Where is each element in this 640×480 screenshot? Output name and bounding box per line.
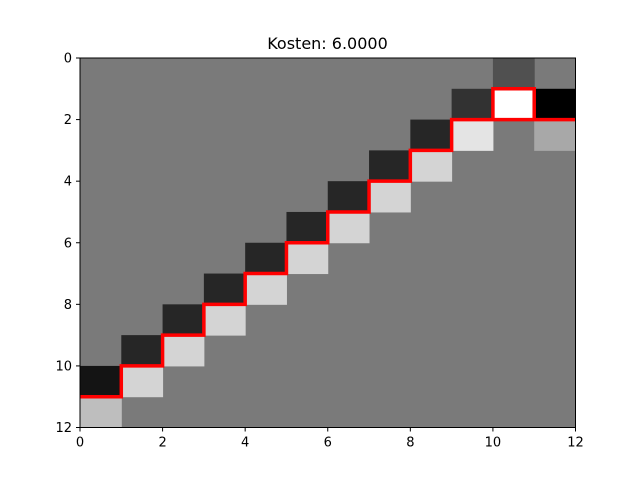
y-tick-label: 12: [55, 421, 72, 436]
heatmap-cell: [451, 119, 494, 151]
heatmap-cell: [121, 335, 164, 367]
heatmap-cell: [245, 242, 287, 275]
x-tick-label: 2: [158, 436, 166, 451]
path-line: [80, 87, 576, 399]
heatmap-cell: [162, 335, 205, 367]
heatmap-cell: [203, 304, 246, 336]
y-tick-label: 8: [64, 298, 72, 313]
heatmap-cell: [162, 304, 205, 336]
y-tick-label: 6: [64, 236, 72, 251]
heatmap-cell: [369, 150, 411, 182]
heatmap-cell: [121, 365, 164, 398]
heatmap-cell: [492, 58, 535, 90]
heatmap-cell: [492, 88, 535, 121]
heatmap-cell: [80, 365, 122, 398]
heatmap-cell: [327, 211, 370, 244]
x-tick-label: 4: [241, 436, 249, 451]
heatmap-cell: [245, 273, 287, 305]
chart-title: Kosten: 6.0000: [267, 34, 388, 53]
x-tick-label: 6: [324, 436, 332, 451]
heatmap-cell: [80, 396, 122, 428]
y-tick-label: 0: [64, 52, 72, 67]
heatmap-cell: [451, 88, 494, 121]
heatmap-cell: [327, 181, 370, 213]
y-tick-label: 2: [64, 113, 72, 128]
heatmap-cell: [534, 119, 576, 151]
heatmap-cell: [410, 119, 453, 151]
y-tick-label: 10: [55, 359, 72, 374]
x-tick-label: 12: [567, 436, 584, 451]
heatmap-cell: [534, 88, 576, 121]
plot-area: 0 2 4 6 8 10 12 0 2 4 6 8 10 12: [55, 52, 583, 451]
heatmap-cell: [286, 211, 329, 244]
x-tick-label: 0: [76, 436, 84, 451]
heatmap-cell: [203, 273, 246, 305]
x-tick-label: 10: [485, 436, 502, 451]
y-tick-label: 4: [64, 175, 72, 190]
heatmap-cell: [410, 150, 453, 182]
heatmap-cell: [369, 181, 411, 213]
x-tick-label: 8: [406, 436, 414, 451]
heatmap-cell: [286, 242, 329, 275]
